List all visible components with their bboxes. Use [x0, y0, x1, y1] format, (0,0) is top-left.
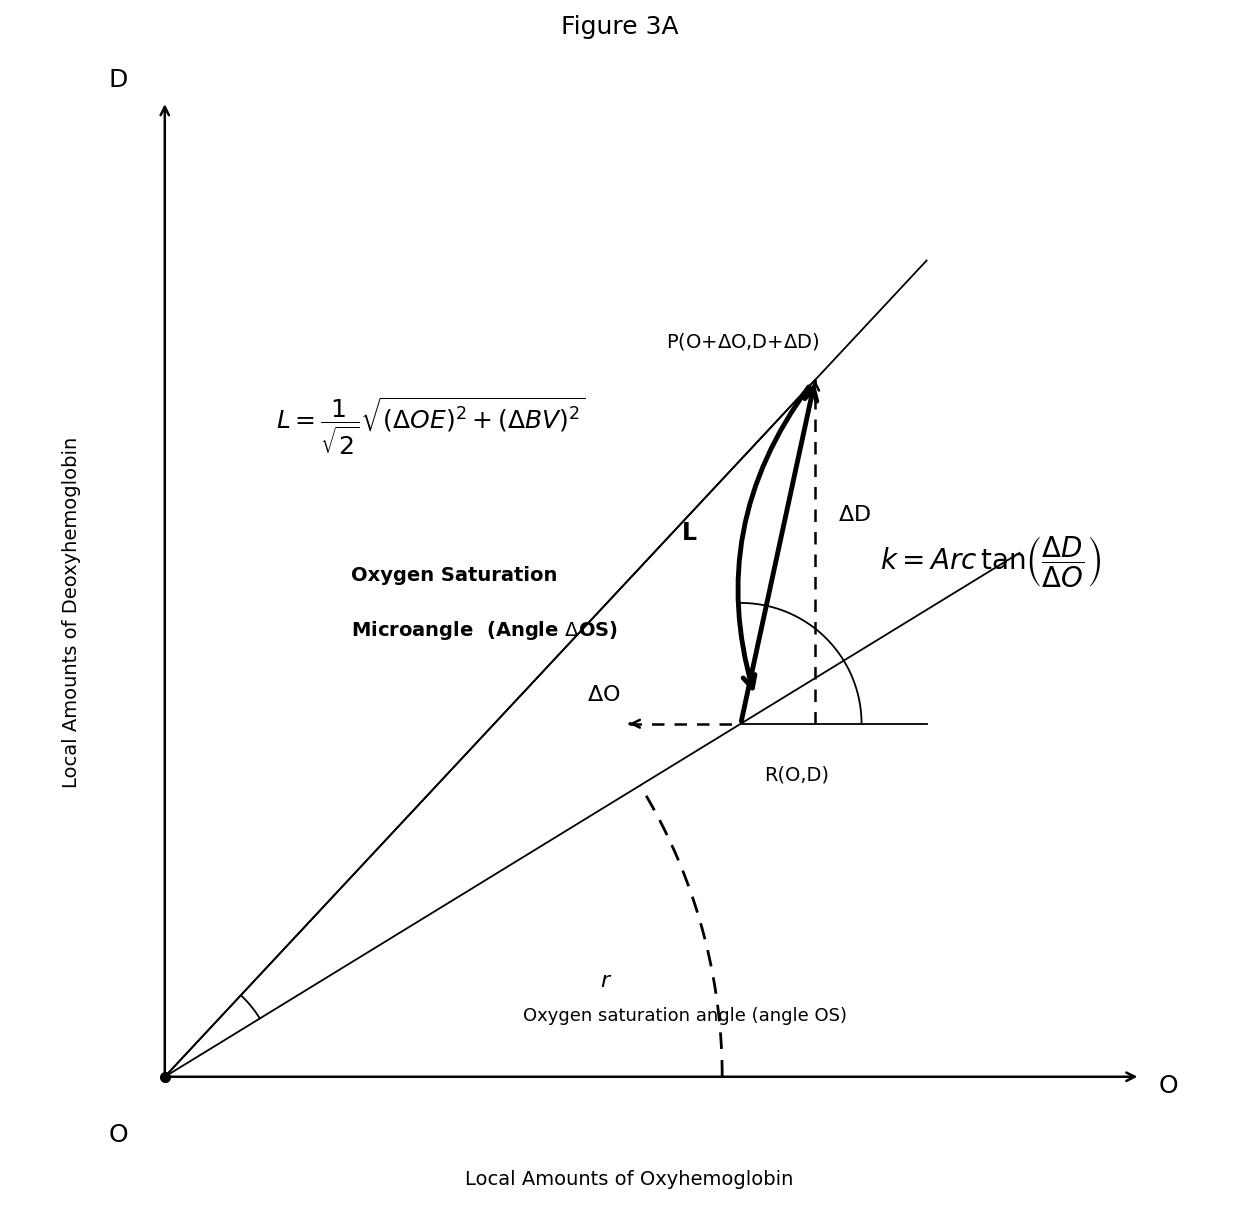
Title: Figure 3A: Figure 3A: [562, 14, 678, 39]
Text: Oxygen Saturation: Oxygen Saturation: [351, 566, 557, 584]
Text: $k = \mathit{Arc}\,\tan\!\left(\dfrac{\Delta D}{\Delta O}\right)$: $k = \mathit{Arc}\,\tan\!\left(\dfrac{\D…: [880, 533, 1101, 589]
Text: $L = \dfrac{1}{\sqrt{2}}\sqrt{(\Delta OE)^{2}+(\Delta BV)^{2}}$: $L = \dfrac{1}{\sqrt{2}}\sqrt{(\Delta OE…: [277, 396, 585, 457]
Text: Oxygen saturation angle (angle OS): Oxygen saturation angle (angle OS): [523, 1008, 847, 1026]
Text: L: L: [682, 521, 697, 546]
Text: R(O,D): R(O,D): [764, 765, 830, 785]
Text: Local Amounts of Deoxyhemoglobin: Local Amounts of Deoxyhemoglobin: [62, 437, 82, 788]
Text: $\Delta$O: $\Delta$O: [587, 686, 620, 705]
Text: D: D: [109, 68, 128, 92]
Text: O: O: [109, 1124, 128, 1147]
Text: P(O+$\Delta$O,D+$\Delta$D): P(O+$\Delta$O,D+$\Delta$D): [666, 331, 820, 352]
Text: Microangle  (Angle $\Delta$OS): Microangle (Angle $\Delta$OS): [351, 619, 618, 642]
Text: r: r: [600, 972, 609, 991]
Text: Local Amounts of Oxyhemoglobin: Local Amounts of Oxyhemoglobin: [465, 1170, 794, 1189]
Text: O: O: [1159, 1074, 1178, 1098]
Text: $\Delta$D: $\Delta$D: [838, 505, 872, 525]
